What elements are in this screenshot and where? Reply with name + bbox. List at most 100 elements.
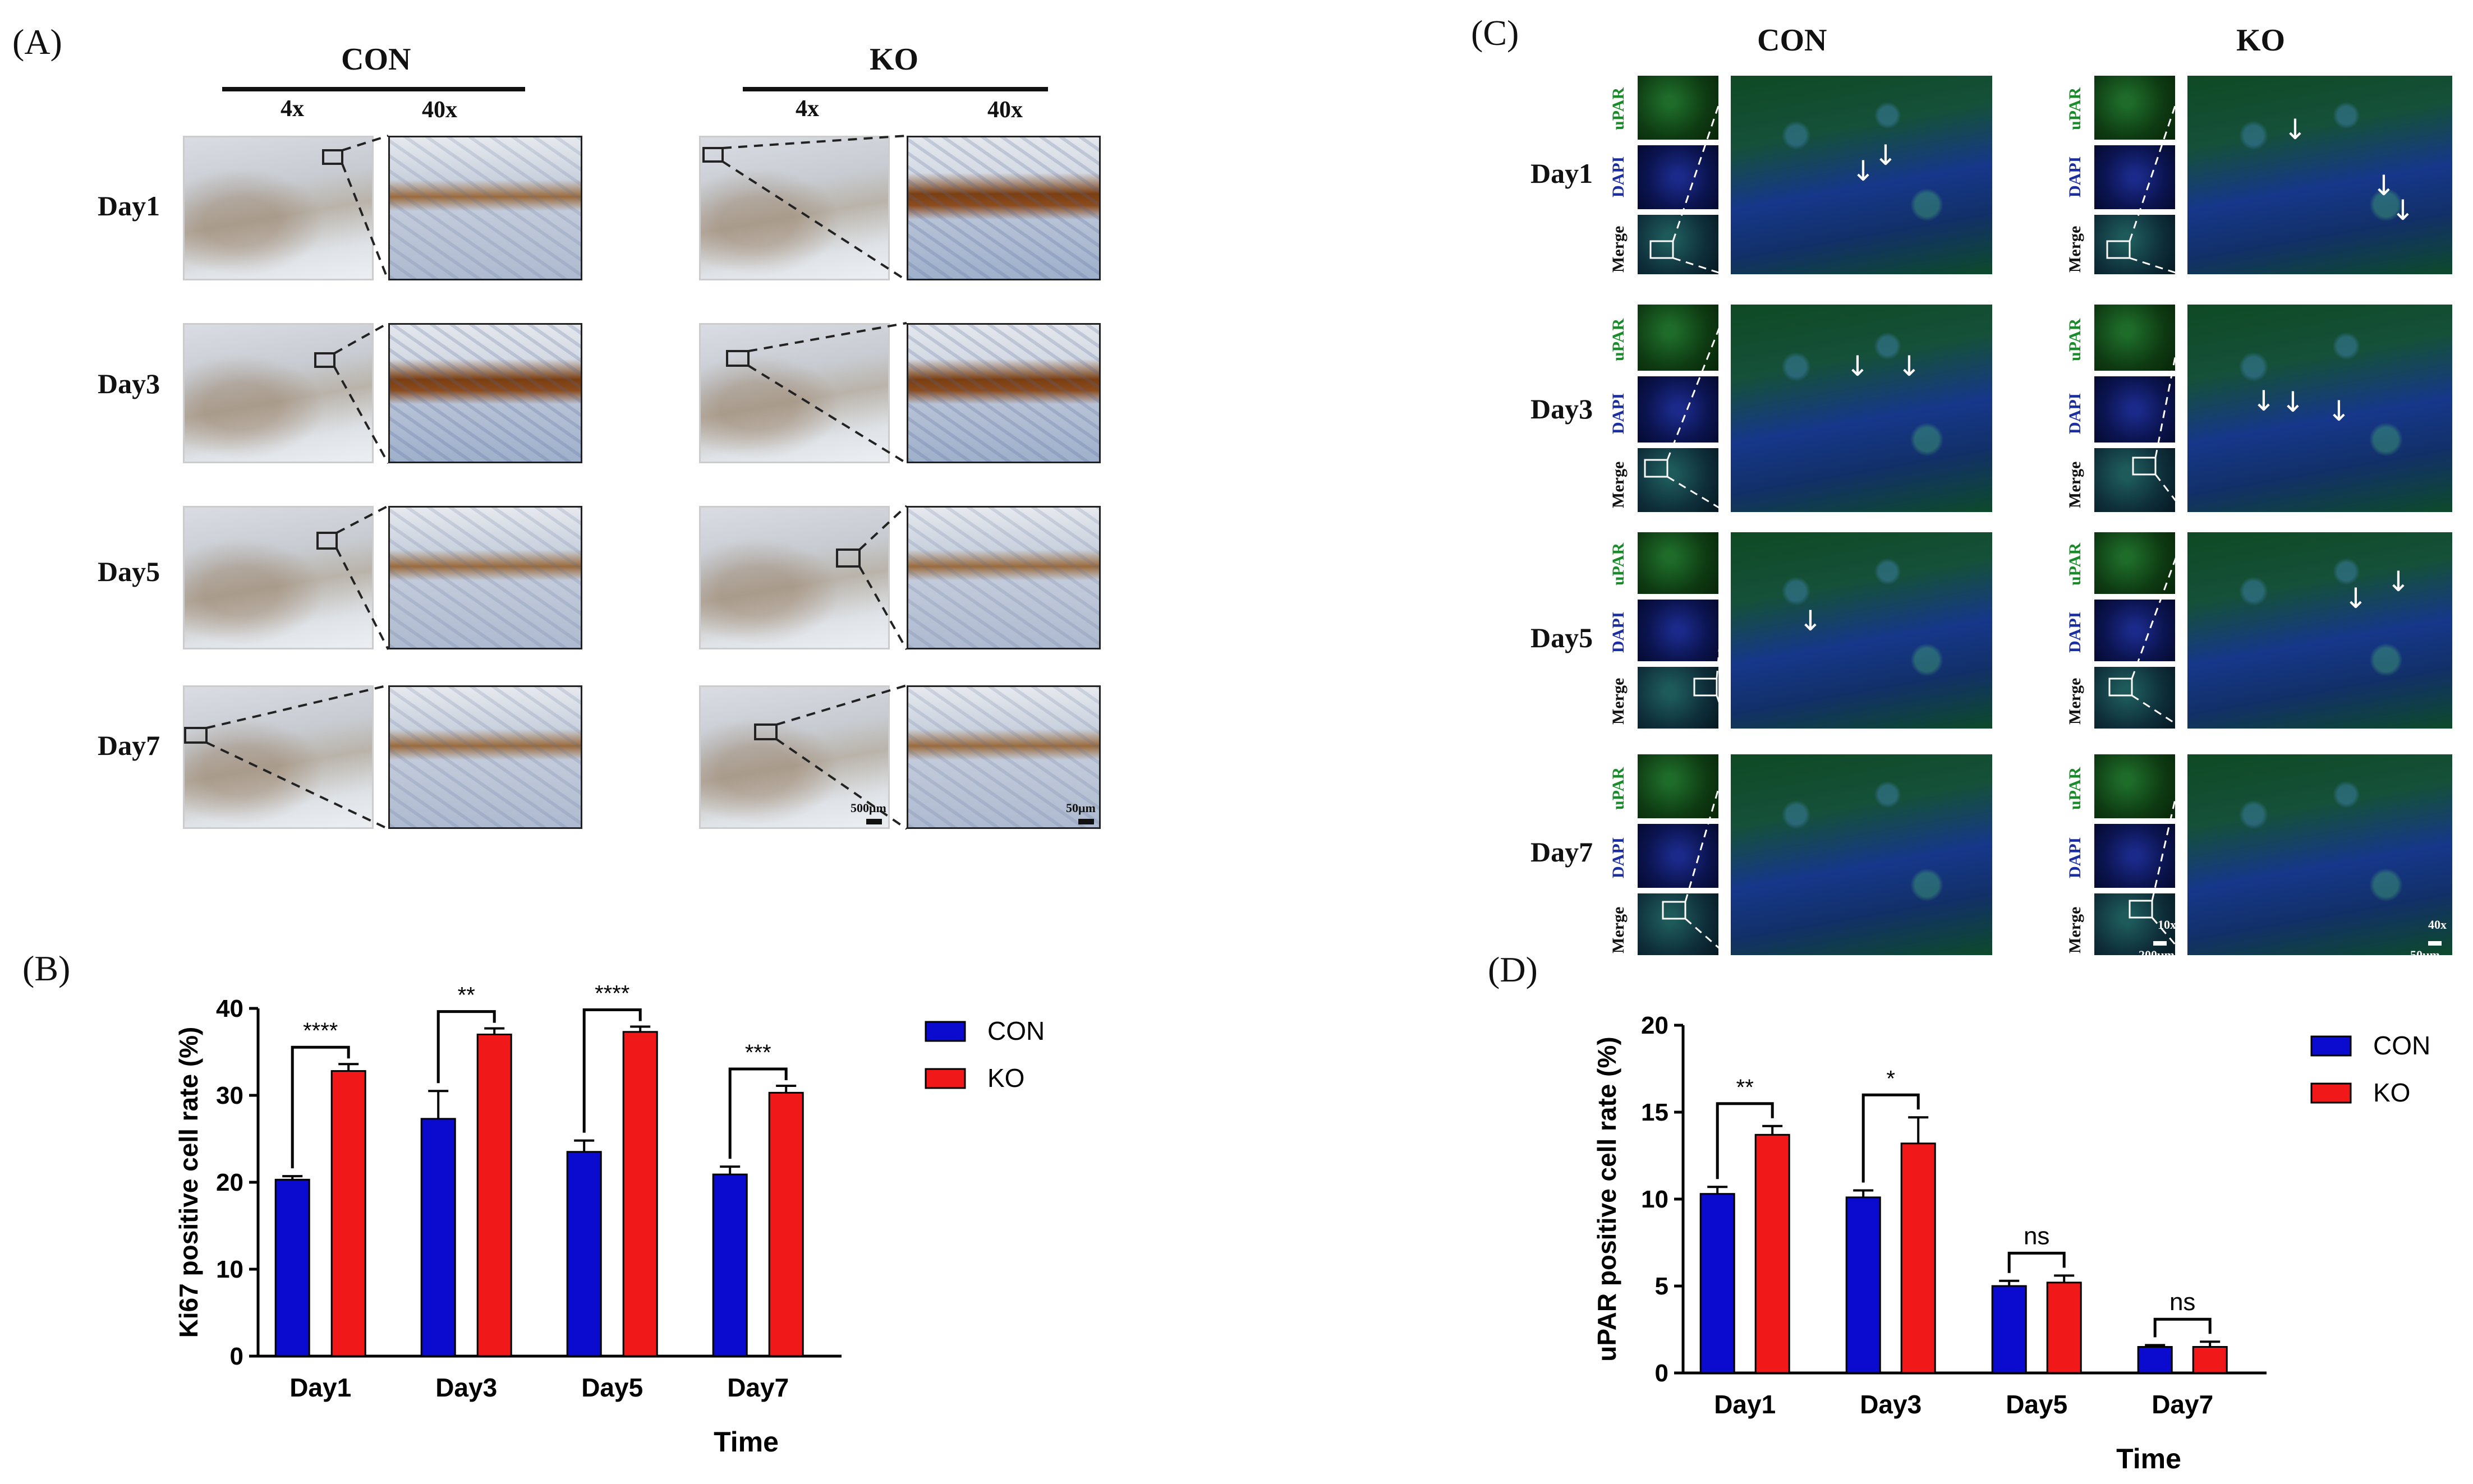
significance-label: ** xyxy=(1736,1075,1754,1100)
arrow-icon: ↓ xyxy=(2344,582,2368,615)
significance-bracket xyxy=(291,1045,350,1169)
bar-ko-day5 xyxy=(622,1031,658,1357)
ko-day1-dapi-image xyxy=(2093,144,2177,211)
con-day5-zoom-box xyxy=(316,532,338,550)
y-axis-label: uPAR positive cell rate (%) xyxy=(1592,1036,1621,1361)
arrow-icon: ↓ xyxy=(2283,113,2307,146)
y-tick-label: 15 xyxy=(1641,1099,1668,1126)
y-tick-label: 40 xyxy=(216,995,243,1022)
ko-day1-40x-image xyxy=(907,136,1101,280)
panel-a-con-4x: 4x xyxy=(281,96,304,122)
panel-a-ko-4x: 4x xyxy=(796,96,819,122)
panel-a-group-ko: KO xyxy=(870,42,919,77)
con-day7-merge-image xyxy=(1636,892,1720,957)
ko-day5-40x-image xyxy=(2186,531,2454,730)
panel-c-label: (C) xyxy=(1471,13,1519,53)
ko-day7-upar-image xyxy=(2093,753,2177,820)
panel-c-day3-label: Day3 xyxy=(1530,393,1593,425)
ko-day3-zoom-box xyxy=(726,350,750,367)
panel-a-con-40x: 40x xyxy=(422,97,457,123)
panel-c-scale-200um: 200μm xyxy=(2139,948,2175,962)
ko-day7-zoom-box xyxy=(754,723,778,740)
arrow-icon: ↓ xyxy=(2281,386,2305,418)
ko-day3-upar-image xyxy=(2093,303,2177,372)
panel-a-con-bar xyxy=(222,87,525,91)
bar-ko-day3 xyxy=(476,1034,512,1357)
panel-b-label: (B) xyxy=(22,948,71,988)
y-tick-label: 5 xyxy=(1655,1273,1668,1300)
x-tick-label: Day5 xyxy=(2006,1390,2067,1419)
bar-ko-day3 xyxy=(1900,1142,1936,1374)
significance-bracket xyxy=(1716,1102,1774,1179)
x-tick-label: Day7 xyxy=(2152,1390,2213,1419)
con-day5-40x-image xyxy=(388,506,582,649)
y-tick-label: 30 xyxy=(216,1082,243,1109)
significance-label: ** xyxy=(458,983,475,1008)
significance-label: * xyxy=(1886,1066,1895,1091)
arrow-icon: ↓ xyxy=(1874,139,1897,172)
x-tick-label: Day1 xyxy=(1714,1390,1776,1419)
y-axis-label: Ki67 positive cell rate (%) xyxy=(174,1027,203,1338)
panel-d-label: (D) xyxy=(1488,950,1538,989)
panel-a-day3-label: Day3 xyxy=(98,368,160,399)
ko-day5-4x-image xyxy=(699,506,890,649)
panel-a-day1-label: Day1 xyxy=(98,190,160,222)
arrow-icon: ↓ xyxy=(2372,169,2396,202)
legend-label-con: CON xyxy=(2373,1031,2430,1060)
ko-day7-merge-image xyxy=(2093,892,2177,957)
con-day7-zoom-box xyxy=(184,727,208,744)
significance-bracket xyxy=(2007,1251,2066,1273)
con-day3-4x-image xyxy=(183,323,374,463)
panel-a-scale-4x: 500μm xyxy=(851,801,886,815)
x-tick-label: Day3 xyxy=(435,1373,497,1402)
bar-ko-day7 xyxy=(2192,1346,2228,1374)
panel-c-scale-50um: 50μm xyxy=(2410,948,2440,962)
arrow-icon: ↓ xyxy=(1799,605,1822,637)
con-day1-40x-image xyxy=(1729,74,1994,276)
bar-ko-day5 xyxy=(2046,1282,2082,1374)
x-tick-label: Day5 xyxy=(581,1373,643,1402)
con-day1-zoom-box xyxy=(322,149,343,165)
con-day7-4x-image xyxy=(183,685,374,829)
panel-a-ko-bar xyxy=(743,87,1048,91)
panel-c-zoom-overlay xyxy=(1644,73,2442,958)
panel-a-day7-label: Day7 xyxy=(98,730,160,761)
con-day3-zoom-box xyxy=(314,352,335,368)
legend-swatch-ko xyxy=(2310,1082,2352,1104)
bar-con-day5 xyxy=(566,1151,602,1357)
significance-label: ns xyxy=(2169,1288,2195,1316)
y-tick-label: 20 xyxy=(216,1169,243,1196)
con-day3-40x-image xyxy=(388,323,582,463)
x-axis-label: Time xyxy=(714,1426,779,1458)
upar-bar-chart: 0 5 10 15 20 uPAR positive cell rate (%) Day1 *… xyxy=(1592,1012,2430,1474)
ko-day5-zoom-box xyxy=(836,549,861,568)
panel-c-group-ko: KO xyxy=(2236,23,2286,58)
significance-bracket xyxy=(1861,1093,1920,1183)
panel-c-group-con: CON xyxy=(1757,23,1827,58)
con-day7-upar-image xyxy=(1636,753,1720,820)
legend-label-ko: KO xyxy=(987,1063,1024,1093)
con-day7-40x-image xyxy=(388,685,582,829)
arrow-icon: ↓ xyxy=(1897,350,1921,382)
ko-day7-40x-image xyxy=(907,685,1101,829)
bar-con-day3 xyxy=(420,1118,456,1357)
panel-c-scale-40x: 40x xyxy=(2428,918,2447,932)
legend-swatch-con xyxy=(2310,1035,2352,1057)
con-day5-merge-image xyxy=(1636,665,1720,730)
arrow-icon: ↓ xyxy=(2387,565,2410,598)
ko-day5-dapi-image xyxy=(2093,598,2177,663)
panel-c-day1-label: Day1 xyxy=(1530,158,1593,189)
y-tick-label: 0 xyxy=(1655,1359,1668,1387)
y-tick-label: 0 xyxy=(230,1343,243,1370)
ko-day3-dapi-image xyxy=(2093,375,2177,444)
arrow-icon: ↓ xyxy=(2391,194,2415,227)
bar-con-day1 xyxy=(1699,1193,1735,1374)
ko-day1-upar-image xyxy=(2093,74,2177,141)
con-day3-40x-image xyxy=(1729,303,1994,514)
bar-con-day7 xyxy=(712,1173,748,1357)
ki67-bar-chart: 0 10 20 30 40 Ki67 positive cell rate (%) Day1… xyxy=(174,981,1045,1458)
significance-bracket xyxy=(436,1010,496,1084)
con-day3-upar-image xyxy=(1636,303,1720,372)
con-day1-upar-image xyxy=(1636,74,1720,141)
ko-day3-40x-image xyxy=(907,323,1101,463)
